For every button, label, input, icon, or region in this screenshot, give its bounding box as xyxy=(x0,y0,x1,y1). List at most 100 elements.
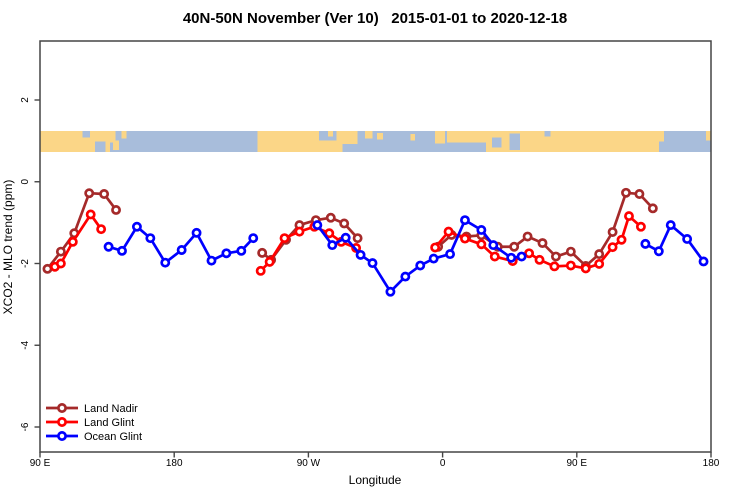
map-water-patch xyxy=(544,131,551,137)
x-tick-label: 90 E xyxy=(567,458,588,469)
data-point-marker xyxy=(489,251,500,262)
map-island-patch xyxy=(376,133,383,140)
world-map-band xyxy=(40,131,711,152)
data-point-marker xyxy=(634,189,645,199)
series-line xyxy=(259,225,358,273)
series-ocean-glint xyxy=(103,215,709,297)
data-point-marker xyxy=(84,188,95,199)
data-point-marker xyxy=(580,263,591,274)
data-point-marker xyxy=(621,187,631,198)
x-tick-label: 0 xyxy=(440,458,446,469)
map-water-patch xyxy=(318,131,337,141)
legend-item-label: Land Glint xyxy=(84,417,134,429)
data-point-marker xyxy=(565,246,576,257)
data-point-marker xyxy=(415,260,426,271)
data-series xyxy=(42,187,709,297)
data-point-marker xyxy=(522,231,533,242)
series-line xyxy=(107,225,255,265)
legend-item-label: Land Nadir xyxy=(84,403,138,415)
x-tick-label: 90 E xyxy=(30,458,51,469)
data-point-marker xyxy=(516,251,527,262)
data-point-marker xyxy=(506,252,517,263)
map-water-patch xyxy=(95,141,106,152)
data-point-marker xyxy=(534,254,545,265)
map-land-segment xyxy=(257,131,358,152)
data-point-marker xyxy=(635,221,646,232)
data-point-marker xyxy=(355,249,366,260)
data-point-marker xyxy=(279,233,290,244)
data-point-marker xyxy=(312,220,323,231)
map-island-patch xyxy=(327,131,334,137)
x-tick-label: 180 xyxy=(166,458,183,469)
legend-marker xyxy=(57,417,67,427)
map-island-patch xyxy=(365,131,373,139)
series-land-nadir xyxy=(42,187,658,274)
data-point-marker xyxy=(340,232,351,243)
y-tick-label: 2 xyxy=(20,97,31,103)
data-point-marker xyxy=(324,228,335,239)
data-point-marker xyxy=(206,255,217,266)
data-point-marker xyxy=(42,263,53,274)
data-point-marker xyxy=(352,233,363,244)
data-point-marker xyxy=(191,227,202,238)
data-point-marker xyxy=(131,221,142,232)
data-point-marker xyxy=(428,253,439,264)
data-point-marker xyxy=(145,233,156,244)
map-water-patch xyxy=(491,137,502,148)
data-point-marker xyxy=(96,224,107,235)
data-point-marker xyxy=(257,247,268,258)
chart-title: 40N-50N November (Ver 10) 2015-01-01 to … xyxy=(183,10,567,27)
map-water-patch xyxy=(82,131,90,138)
data-point-marker xyxy=(488,240,499,251)
data-point-marker xyxy=(327,240,338,251)
series-line xyxy=(433,214,643,270)
data-point-marker xyxy=(55,258,66,269)
data-point-marker xyxy=(616,234,627,245)
map-land-segment xyxy=(435,131,445,144)
data-point-marker xyxy=(236,245,247,256)
data-point-marker xyxy=(67,236,78,247)
y-tick-label: -2 xyxy=(20,259,31,268)
map-island-patch xyxy=(113,140,120,150)
data-point-marker xyxy=(176,245,187,255)
data-point-marker xyxy=(698,256,709,267)
data-point-marker xyxy=(385,286,396,297)
data-point-marker xyxy=(117,245,127,256)
data-point-marker xyxy=(264,256,275,267)
data-point-marker xyxy=(640,238,651,249)
data-point-marker xyxy=(443,226,454,237)
y-tick-label: -4 xyxy=(20,340,31,349)
data-point-marker xyxy=(476,239,487,250)
y-axis-title: XCO2 - MLO trend (ppm) xyxy=(1,180,15,315)
data-point-marker xyxy=(460,233,470,244)
legend-marker xyxy=(57,431,67,441)
data-point-marker xyxy=(55,246,66,257)
data-point-marker xyxy=(594,249,605,260)
x-tick-label: 180 xyxy=(703,458,720,469)
data-point-marker xyxy=(103,241,114,252)
map-land-segment xyxy=(705,131,711,141)
data-point-marker xyxy=(607,242,618,253)
data-point-marker xyxy=(565,260,576,271)
y-tick-label: -6 xyxy=(20,422,31,431)
data-point-marker xyxy=(445,249,456,260)
legend: Land Nadir Land Glint Ocean Glint xyxy=(46,403,142,443)
data-point-marker xyxy=(647,203,658,214)
data-point-marker xyxy=(99,189,110,199)
map-water-patch xyxy=(509,133,521,150)
map-water-patch xyxy=(447,142,486,152)
data-point-marker xyxy=(476,225,487,235)
data-point-marker xyxy=(248,233,259,244)
y-tick-label: 0 xyxy=(20,179,31,185)
data-point-marker xyxy=(255,265,266,276)
data-point-marker xyxy=(682,234,693,244)
data-point-marker xyxy=(624,211,634,222)
data-point-marker xyxy=(653,246,664,257)
map-land-segment xyxy=(646,131,665,142)
data-point-marker xyxy=(430,242,441,253)
data-point-marker xyxy=(400,271,411,282)
data-point-marker xyxy=(294,226,305,237)
plot-border xyxy=(39,40,712,453)
data-point-marker xyxy=(111,205,121,215)
